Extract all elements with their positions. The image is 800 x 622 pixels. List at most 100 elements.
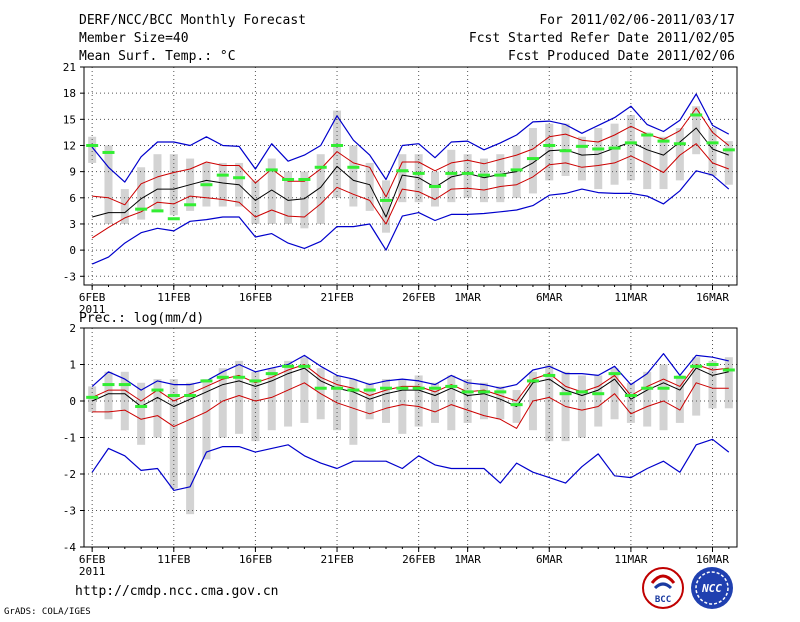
temp-observed-mark: [151, 209, 164, 213]
precip-observed-mark: [233, 375, 246, 379]
precip-xtick-label: 21FEB: [320, 553, 353, 566]
precip-range-bar: [447, 375, 456, 431]
temp-xtick-label: 11MAR: [614, 291, 647, 304]
temperature-observed-marks: [86, 113, 735, 221]
precip-observed-mark: [184, 394, 197, 398]
temp-ytick-label: 0: [69, 244, 76, 257]
temp-range-bar: [137, 167, 146, 220]
precip-observed-mark: [282, 364, 295, 368]
temp-observed-mark: [706, 141, 719, 145]
precip-observed-mark: [249, 379, 262, 383]
precip-observed-mark: [706, 363, 719, 366]
bcc-logo-wave: [653, 582, 673, 590]
precip-observed-mark: [722, 368, 735, 372]
temp-upper-outer-line: [91, 93, 730, 183]
precip-ytick-label: -3: [63, 505, 76, 518]
temp-range-bar: [104, 145, 113, 224]
precip-observed-mark: [477, 390, 490, 394]
temp-observed-mark: [461, 171, 474, 175]
bcc-logo-text: BCC: [655, 595, 671, 605]
precip-observed-mark: [363, 388, 376, 392]
temp-observed-mark: [265, 168, 278, 172]
member-size-label: Member Size=40: [79, 31, 189, 46]
precip-range-bar: [479, 382, 488, 420]
precip-range-bar: [235, 360, 244, 434]
precip-range-bar: [202, 379, 211, 460]
precip-ytick-label: 2: [69, 322, 76, 335]
precip-observed-mark: [641, 386, 654, 390]
bcc-logo-arc: [650, 574, 676, 584]
precip-range-bar: [218, 368, 227, 438]
precip-observed-mark: [461, 390, 474, 394]
precip-observed-mark: [510, 403, 523, 407]
temp-range-bar: [496, 154, 505, 203]
temp-range-bar: [528, 128, 537, 194]
temp-range-bar: [708, 128, 717, 176]
precip-upper-outer-line: [91, 353, 729, 391]
precip-observed-mark: [331, 386, 344, 390]
precip-ensemble-mean-line: [91, 367, 729, 407]
precip-observed-mark: [575, 390, 588, 394]
temp-range-bar: [169, 154, 178, 216]
precip-xtick-label: 6MAR: [536, 553, 563, 566]
temp-observed-mark: [298, 177, 311, 181]
figure-title: DERF/NCC/BCC Monthly Forecast: [79, 13, 306, 28]
precip-observed-mark: [298, 364, 311, 368]
temperature-grid: [84, 67, 737, 285]
temp-observed-mark: [624, 141, 637, 145]
temp-range-bar: [349, 145, 358, 207]
temp-xtick-label: 6MAR: [536, 291, 563, 304]
precip-ytick-label: -1: [63, 432, 76, 445]
precip-range-bar: [675, 375, 684, 423]
precip-range-bar: [643, 371, 652, 427]
temp-observed-mark: [347, 165, 360, 169]
precip-range-bar: [496, 386, 505, 420]
temp-frame: [83, 66, 738, 286]
temp-observed-mark: [575, 144, 588, 148]
precip-range-bar: [430, 382, 439, 423]
temp-lower-inner-line: [91, 143, 729, 239]
precip-observed-mark: [657, 386, 670, 390]
temp-observed-mark: [86, 143, 99, 147]
precip-xtick-label: 16MAR: [696, 553, 729, 566]
precip-observed-mark: [543, 373, 556, 377]
temperature-series-lines: [91, 93, 730, 265]
temp-range-bar: [675, 128, 684, 181]
precip-range-bar: [365, 382, 374, 420]
precip-observed-mark: [559, 392, 572, 396]
temp-range-bar: [398, 154, 407, 203]
bcc-logo-ring: [642, 567, 684, 609]
temp-observed-mark: [216, 173, 229, 177]
source-url[interactable]: http://cmdp.ncc.cma.gov.cn: [75, 584, 279, 599]
temp-ytick-label: 15: [63, 113, 76, 126]
precip-range-bar: [545, 364, 554, 442]
precip-range-bar: [251, 371, 260, 442]
temp-observed-mark: [428, 184, 441, 188]
precip-range-bar: [626, 382, 635, 423]
precip-observed-mark: [445, 384, 458, 388]
precip-range-bar: [88, 386, 97, 412]
temp-range-bar: [365, 162, 374, 211]
precip-ytick-label: -4: [63, 541, 77, 554]
temp-range-bar: [251, 180, 260, 224]
temp-range-bar: [88, 136, 97, 163]
temp-observed-mark: [233, 176, 246, 180]
precip-year-label: 2011: [79, 565, 106, 578]
temp-range-bar: [218, 162, 227, 207]
precip-range-bar: [104, 371, 113, 420]
forecast-period-label: For 2011/02/06-2011/03/17: [539, 13, 735, 28]
bcc-logo: BCC: [642, 567, 684, 609]
precip-xtick-label: 16FEB: [239, 553, 272, 566]
precip-range-bar: [267, 368, 276, 431]
precip-observed-mark: [592, 392, 605, 396]
precip-range-bar: [398, 379, 407, 434]
precip-observed-mark: [526, 379, 539, 383]
precip-observed-mark: [412, 386, 425, 390]
temp-observed-mark: [543, 143, 556, 147]
temp-range-bar: [382, 180, 391, 233]
temp-range-bar: [545, 123, 554, 181]
temp-range-bar: [577, 136, 586, 181]
ncc-logo: NCC: [691, 567, 733, 609]
precip-range-bar: [349, 379, 358, 445]
